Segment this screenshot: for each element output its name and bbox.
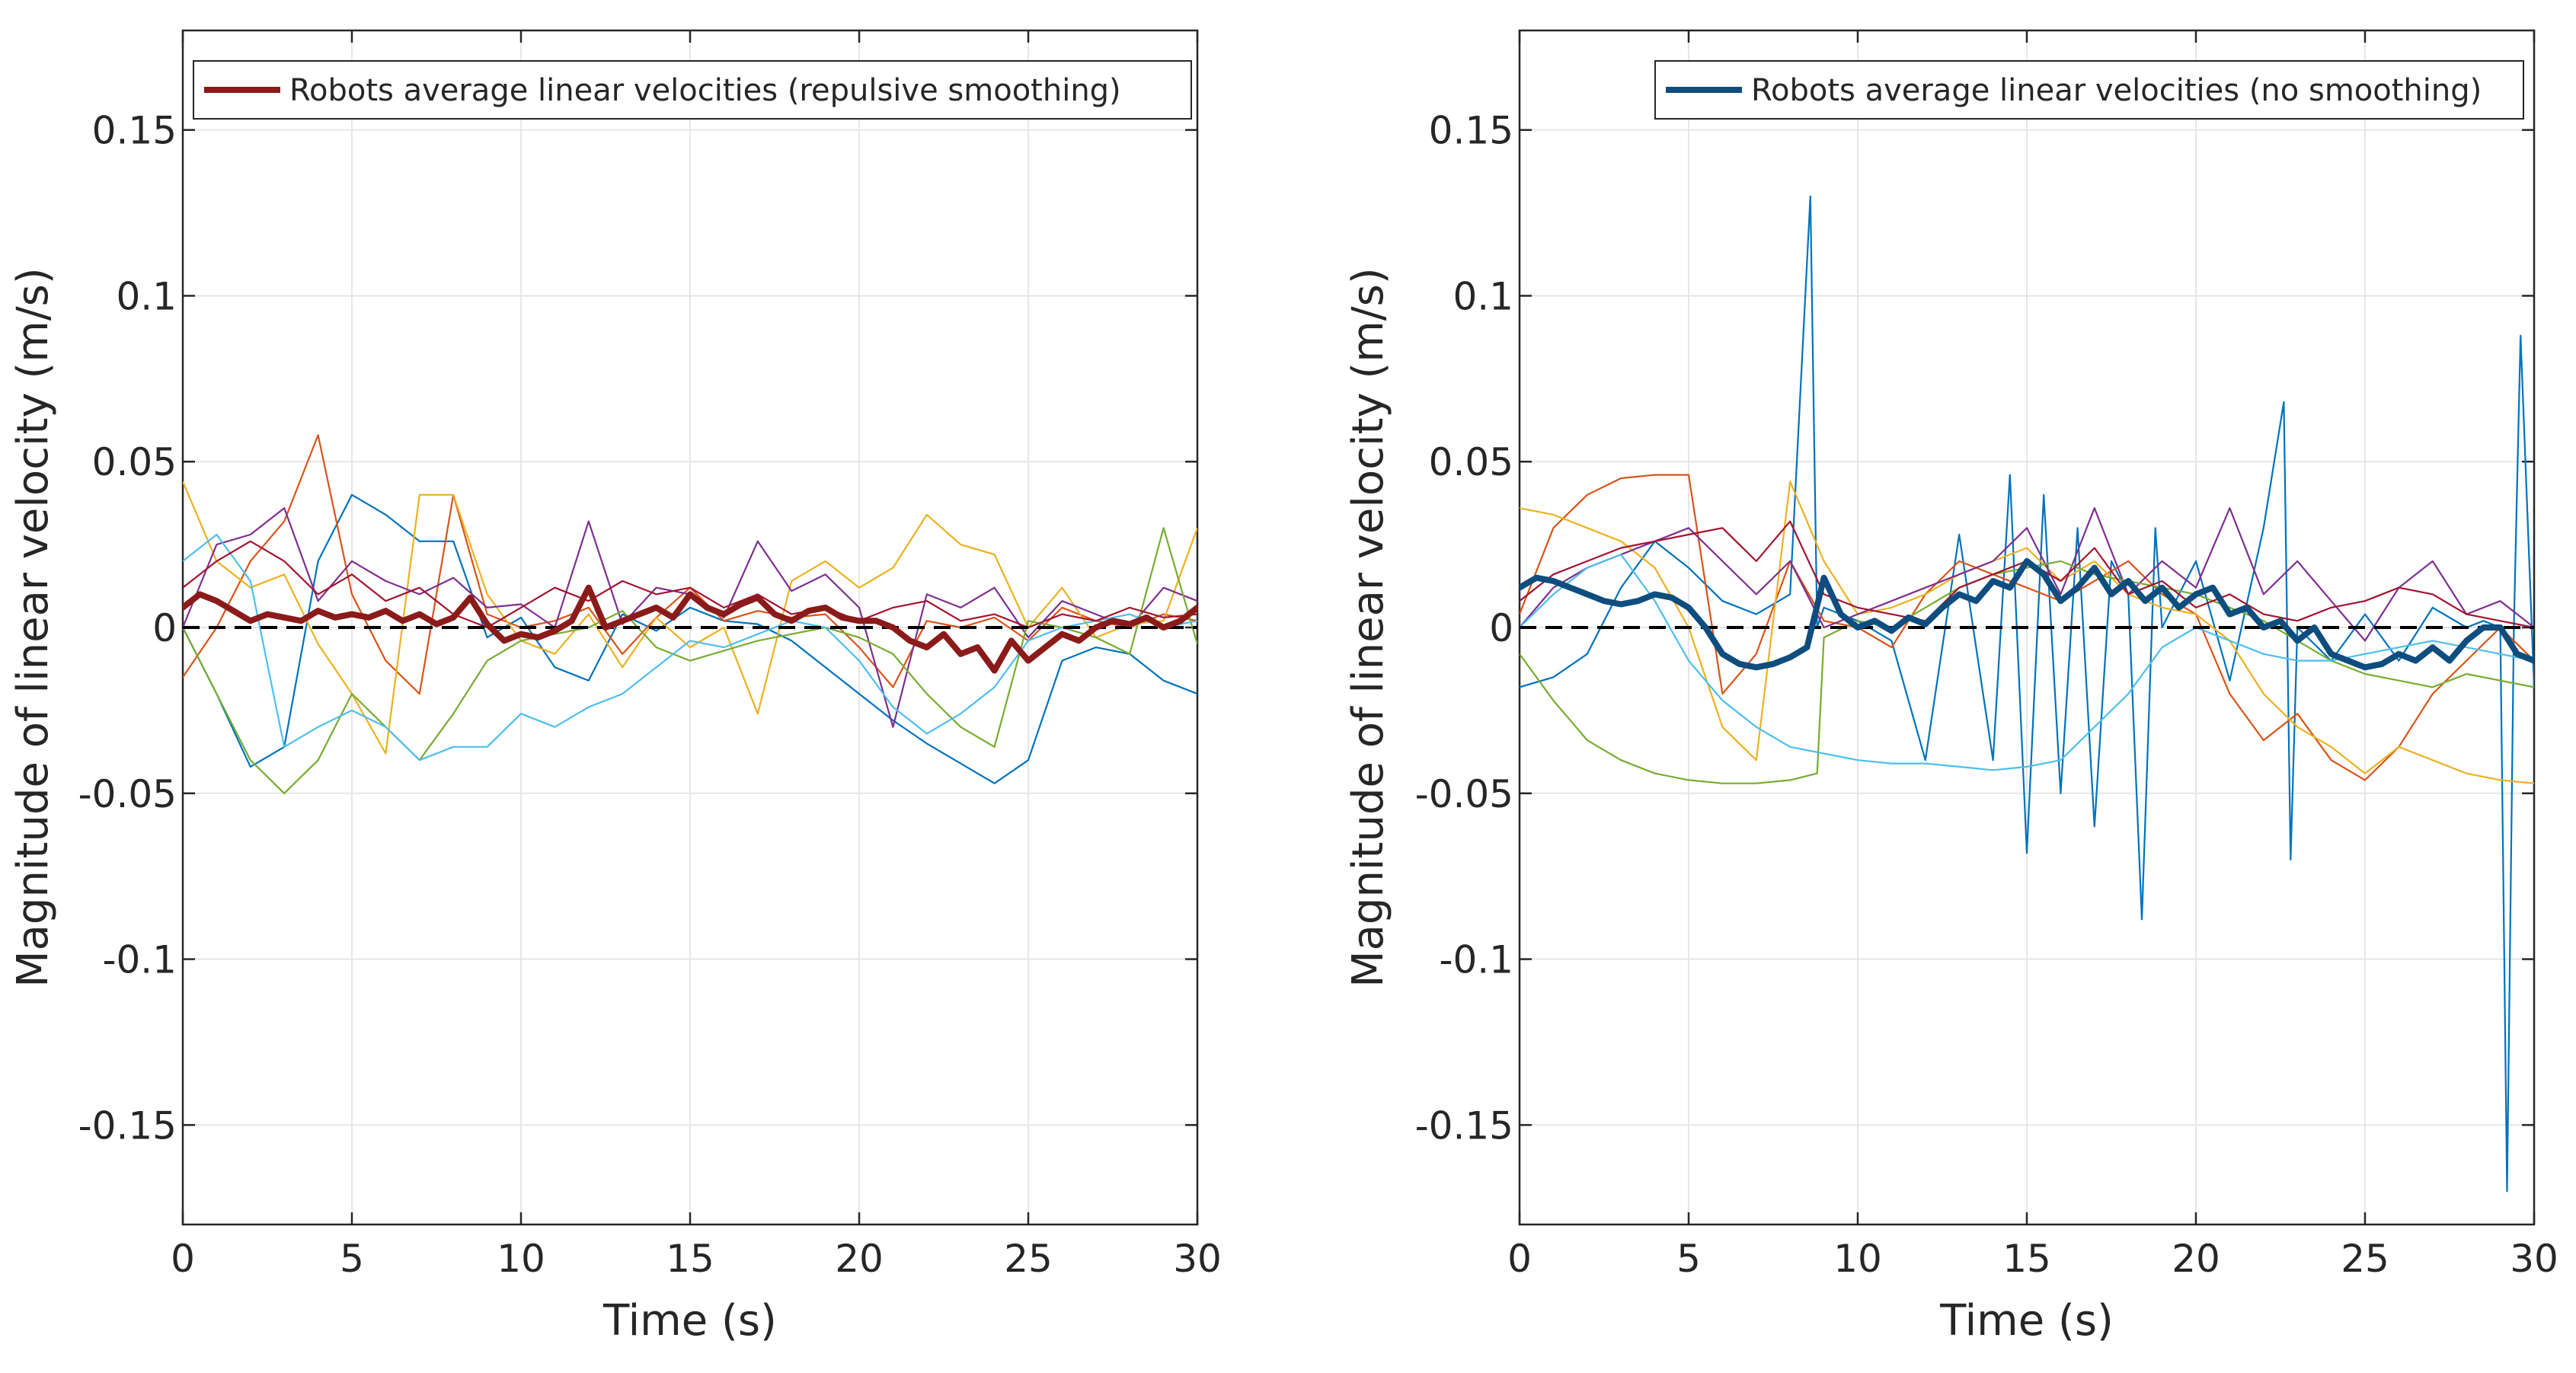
y-axis-label: Magnitude of linear velocity (m/s) bbox=[8, 267, 58, 987]
robot-series-line bbox=[1520, 507, 2534, 642]
x-axis-label: Time (s) bbox=[602, 1296, 777, 1346]
y-tick-label: -0.15 bbox=[78, 1103, 177, 1148]
robot-series-line bbox=[1520, 195, 2534, 1193]
robot-series-line bbox=[183, 527, 1197, 794]
x-tick-label: 0 bbox=[171, 1237, 195, 1281]
x-tick-label: 5 bbox=[340, 1237, 364, 1281]
y-tick-label: 0.1 bbox=[116, 274, 177, 318]
robot-series-line bbox=[183, 493, 1197, 784]
y-tick-label: 0.05 bbox=[1429, 440, 1513, 484]
legend-label: Robots average linear velocities (no smo… bbox=[1751, 73, 2482, 108]
y-tick-label: 0.15 bbox=[92, 109, 177, 153]
x-tick-label: 15 bbox=[2002, 1237, 2051, 1281]
x-tick-label: 5 bbox=[1676, 1237, 1701, 1281]
x-tick-label: 15 bbox=[666, 1237, 714, 1281]
x-tick-label: 20 bbox=[835, 1237, 884, 1281]
y-tick-label: 0 bbox=[1489, 606, 1513, 650]
x-tick-label: 25 bbox=[2341, 1237, 2389, 1281]
y-axis-label: Magnitude of linear velocity (m/s) bbox=[1344, 267, 1393, 987]
legend-box bbox=[1654, 60, 2524, 120]
robot-series-line bbox=[1520, 560, 2534, 784]
x-tick-label: 0 bbox=[1507, 1237, 1532, 1281]
y-tick-label: 0 bbox=[152, 606, 177, 650]
plot-area bbox=[1520, 195, 2534, 1193]
y-tick-label: 0.05 bbox=[92, 440, 177, 484]
average-series-line bbox=[1520, 557, 2534, 671]
x-tick-label: 10 bbox=[497, 1237, 545, 1281]
x-tick-label: 30 bbox=[2510, 1237, 2558, 1281]
legend-box bbox=[193, 60, 1192, 120]
x-tick-label: 30 bbox=[1173, 1237, 1222, 1281]
y-tick-label: -0.1 bbox=[1439, 938, 1513, 982]
x-tick-label: 20 bbox=[2172, 1237, 2220, 1281]
left-chart: 0 5 10 15 20 25 30 0.15 0.1 0.05 0 -0.05 -0.1 -0.15 Ti… bbox=[8, 29, 1222, 1346]
x-axis-label: Time (s) bbox=[1939, 1296, 2114, 1346]
y-tick-label: -0.1 bbox=[102, 938, 177, 982]
robot-series-line bbox=[183, 533, 1197, 762]
y-tick-label: -0.15 bbox=[1415, 1103, 1513, 1148]
legend: Robots average linear velocities (no smo… bbox=[1654, 60, 2524, 120]
robot-series-line bbox=[1520, 474, 2534, 781]
y-tick-label: -0.05 bbox=[1415, 772, 1513, 816]
robot-series-line bbox=[1520, 554, 2534, 771]
y-tick-label: 0.15 bbox=[1429, 109, 1513, 153]
y-tick-label: -0.05 bbox=[78, 772, 177, 816]
legend-label: Robots average linear velocities (repuls… bbox=[289, 73, 1121, 108]
right-chart: 0 5 10 15 20 25 30 0.15 0.1 0.05 0 -0.05 -0.1 -0.15 Ti… bbox=[1344, 29, 2558, 1346]
plot-area bbox=[183, 434, 1197, 794]
y-tick-label: 0.1 bbox=[1453, 274, 1513, 318]
x-tick-label: 25 bbox=[1004, 1237, 1053, 1281]
legend: Robots average linear velocities (repuls… bbox=[193, 60, 1192, 120]
average-series-line bbox=[183, 584, 1197, 674]
x-tick-label: 10 bbox=[1833, 1237, 1882, 1281]
